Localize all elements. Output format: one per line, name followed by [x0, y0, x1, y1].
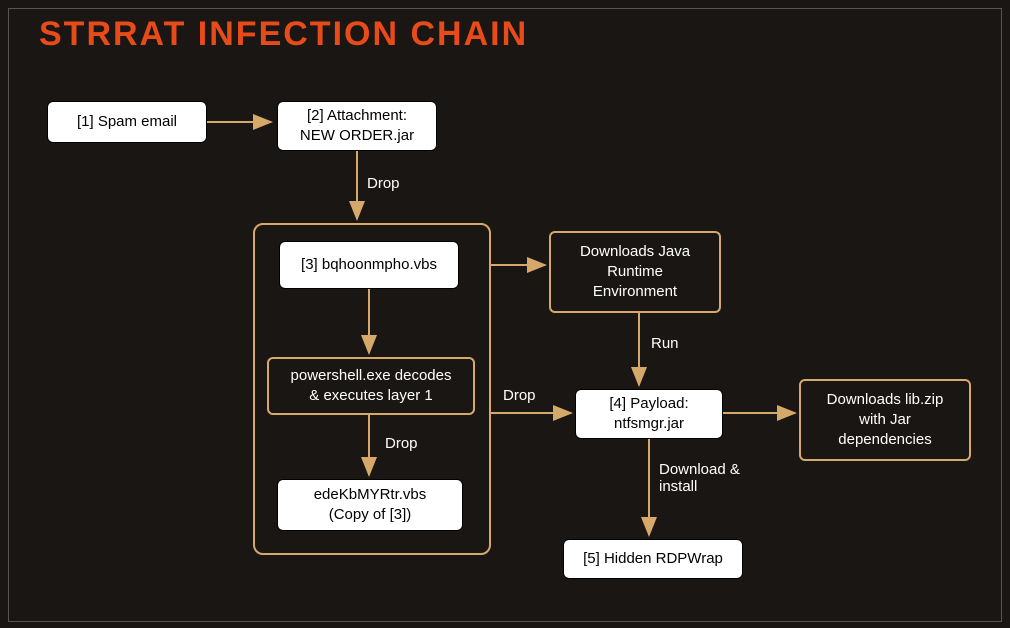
node-jre: Downloads JavaRuntimeEnvironment [549, 231, 721, 313]
edge-label: Drop [503, 387, 536, 404]
edge-label: Drop [367, 175, 400, 192]
edge-label: Drop [385, 435, 418, 452]
edge-label: Download &install [659, 461, 740, 495]
node-attachment: [2] Attachment:NEW ORDER.jar [277, 101, 437, 151]
node-rdpwrap: [5] Hidden RDPWrap [563, 539, 743, 579]
node-powershell: powershell.exe decodes& executes layer 1 [267, 357, 475, 415]
node-libzip: Downloads lib.zipwith Jardependencies [799, 379, 971, 461]
node-spam-email: [1] Spam email [47, 101, 207, 143]
node-vbs2: edeKbMYRtr.vbs(Copy of [3]) [277, 479, 463, 531]
page-title: STRRAT INFECTION CHAIN [39, 15, 528, 54]
edge-label: Run [651, 335, 679, 352]
node-vbs1: [3] bqhoonmpho.vbs [279, 241, 459, 289]
node-payload: [4] Payload:ntfsmgr.jar [575, 389, 723, 439]
diagram-canvas: STRRAT INFECTION CHAIN [1] Spam email [2… [8, 8, 1002, 622]
